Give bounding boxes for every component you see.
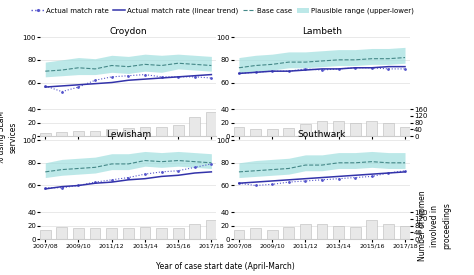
Bar bbox=[250, 130, 261, 136]
Bar bbox=[300, 124, 311, 136]
Bar bbox=[333, 121, 344, 136]
Bar bbox=[40, 133, 51, 136]
Bar bbox=[206, 220, 217, 239]
Bar bbox=[156, 228, 167, 239]
Bar bbox=[173, 228, 183, 239]
Bar bbox=[283, 227, 294, 239]
Bar bbox=[317, 224, 328, 239]
Bar bbox=[234, 127, 244, 136]
Bar bbox=[350, 123, 361, 136]
Bar bbox=[206, 112, 217, 136]
Text: % using SLaM
services: % using SLaM services bbox=[0, 111, 18, 164]
Y-axis label: Number of women
involved in
proceedings: Number of women involved in proceedings bbox=[419, 190, 451, 261]
Bar bbox=[350, 227, 361, 239]
Bar bbox=[139, 227, 150, 239]
Bar bbox=[400, 127, 410, 136]
Title: Lewisham: Lewisham bbox=[106, 130, 151, 139]
Bar bbox=[90, 228, 100, 239]
Bar bbox=[234, 230, 244, 239]
Bar bbox=[283, 128, 294, 136]
Bar bbox=[73, 228, 84, 239]
Bar bbox=[317, 121, 328, 136]
Bar bbox=[106, 130, 117, 136]
Bar bbox=[173, 125, 183, 136]
Title: Southwark: Southwark bbox=[298, 130, 346, 139]
Bar bbox=[189, 224, 200, 239]
Bar bbox=[366, 220, 377, 239]
Bar bbox=[300, 224, 311, 239]
Bar bbox=[267, 130, 278, 136]
Bar bbox=[383, 123, 394, 136]
Bar bbox=[400, 226, 410, 239]
Legend: Actual match rate, Actual match rate (linear trend), Base case, Plausible range : Actual match rate, Actual match rate (li… bbox=[28, 5, 417, 17]
Bar bbox=[123, 128, 134, 136]
Bar bbox=[189, 117, 200, 136]
Bar bbox=[56, 132, 67, 136]
Bar bbox=[139, 127, 150, 136]
Bar bbox=[156, 127, 167, 136]
Text: Year of case start date (April-March): Year of case start date (April-March) bbox=[156, 262, 294, 271]
Bar bbox=[267, 230, 278, 239]
Bar bbox=[73, 131, 84, 136]
Bar bbox=[366, 121, 377, 136]
Bar bbox=[123, 228, 134, 239]
Bar bbox=[40, 230, 51, 239]
Title: Croydon: Croydon bbox=[109, 27, 147, 36]
Bar bbox=[106, 228, 117, 239]
Bar bbox=[56, 227, 67, 239]
Bar bbox=[250, 228, 261, 239]
Title: Lambeth: Lambeth bbox=[302, 27, 342, 36]
Bar bbox=[383, 224, 394, 239]
Bar bbox=[90, 131, 100, 136]
Bar bbox=[333, 226, 344, 239]
